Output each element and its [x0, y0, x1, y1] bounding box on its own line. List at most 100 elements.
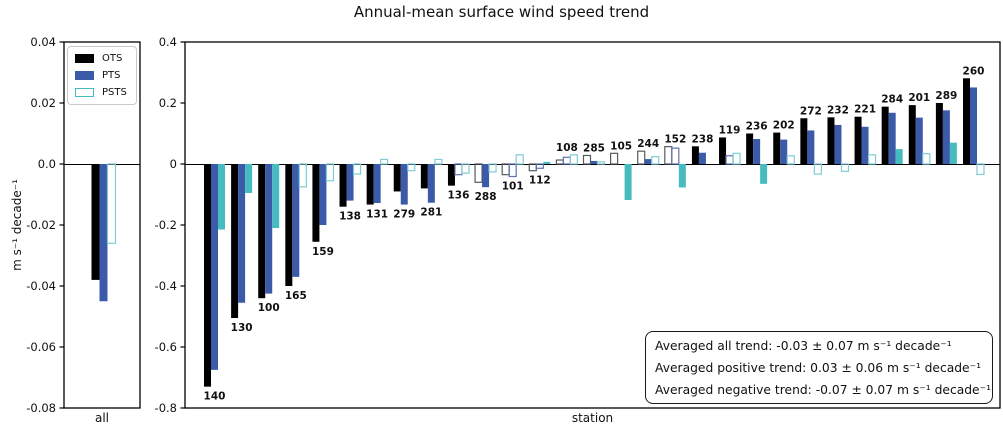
bar-pts-165: [292, 164, 300, 277]
right-panel-ytick-label: 0: [170, 157, 177, 171]
bar-ots-260: [962, 78, 970, 164]
bar-pts-279: [400, 164, 408, 205]
bar-ots-100: [258, 164, 266, 299]
bar-psts-152: [678, 164, 686, 188]
pts-swatch: [75, 71, 94, 80]
station-label-281: 281: [420, 207, 442, 219]
bar-pts-238: [698, 152, 706, 164]
bar-ots-140: [204, 164, 211, 387]
station-label-112: 112: [529, 175, 551, 187]
station-label-285: 285: [583, 142, 605, 154]
station-label-152: 152: [664, 134, 686, 146]
bar-pts-112: [535, 163, 544, 169]
bar-psts-130: [245, 164, 253, 193]
bar-pts-138: [346, 164, 354, 201]
legend-label-ots: OTS: [102, 53, 123, 64]
station-label-159: 159: [312, 246, 334, 258]
bar-pts-119: [725, 155, 734, 165]
bar-ots-201: [908, 105, 916, 164]
legend: OTS PTS PSTS: [67, 46, 137, 105]
bar-pts-140: [211, 164, 218, 370]
bar-psts-all: [106, 163, 117, 244]
bar-ots-221: [854, 116, 862, 164]
station-label-131: 131: [366, 209, 388, 221]
annotation-line-all: Averaged all trend: -0.03 ± 0.07 m s⁻¹ d…: [655, 339, 952, 353]
bar-ots-281: [420, 164, 428, 189]
bar-psts-284: [895, 149, 903, 164]
left-panel-ytick-label: 0.0: [38, 157, 56, 171]
bar-psts-201: [922, 153, 931, 165]
station-label-201: 201: [908, 92, 930, 104]
annotation-line-positive: Averaged positive trend: 0.03 ± 0.06 m s…: [655, 361, 982, 375]
bar-psts-272: [813, 163, 822, 175]
bar-psts-165: [298, 163, 307, 188]
station-label-244: 244: [637, 138, 659, 150]
x-axis-label-all: all: [94, 411, 110, 425]
station-label-101: 101: [502, 181, 524, 193]
bar-psts-221: [867, 154, 877, 165]
station-label-100: 100: [258, 302, 280, 314]
station-label-232: 232: [827, 104, 849, 116]
bar-psts-159: [325, 163, 335, 182]
x-axis-label-station: station: [571, 411, 614, 425]
station-label-284: 284: [881, 94, 903, 106]
bar-psts-140: [218, 164, 225, 230]
bar-psts-112: [543, 161, 551, 164]
bar-ots-202: [773, 132, 781, 164]
bar-ots-108: [555, 159, 564, 165]
bar-pts-100: [265, 164, 273, 294]
right-panel-ytick-label: -0.4: [155, 279, 177, 293]
bar-psts-138: [352, 163, 362, 175]
bar-ots-165: [285, 164, 293, 286]
bar-ots-284: [881, 106, 889, 164]
bar-ots-244: [637, 150, 646, 165]
bar-pts-202: [780, 139, 788, 164]
bar-pts-201: [915, 117, 923, 164]
bar-pts-all: [99, 164, 108, 302]
bar-ots-130: [231, 164, 239, 319]
left-panel-ytick-label: -0.08: [26, 401, 56, 415]
bar-pts-272: [807, 130, 815, 164]
station-label-288: 288: [475, 191, 497, 203]
bar-psts-285: [596, 161, 606, 165]
station-label-136: 136: [448, 190, 470, 202]
bar-pts-236: [753, 138, 761, 164]
bar-psts-136: [461, 163, 470, 174]
bar-pts-232: [834, 124, 842, 164]
station-label-130: 130: [231, 322, 253, 334]
left-panel-ytick-label: 0.04: [30, 35, 56, 49]
bar-psts-101: [515, 154, 524, 165]
bar-psts-260: [976, 163, 985, 175]
bar-pts-152: [671, 147, 680, 165]
bar-psts-288: [488, 163, 497, 173]
left-panel-ytick-label: 0.02: [30, 96, 56, 110]
right-panel-ytick-label: -0.8: [155, 401, 177, 415]
station-label-138: 138: [339, 211, 361, 223]
right-panel-ytick-label: -0.6: [155, 340, 177, 354]
right-panel-ytick-label: 0.4: [159, 35, 177, 49]
left-panel-ytick-label: -0.02: [26, 218, 56, 232]
station-label-105: 105: [610, 140, 632, 152]
bar-psts-232: [840, 163, 850, 172]
bar-pts-260: [969, 87, 977, 164]
bar-ots-152: [664, 146, 673, 165]
right-panel-ytick-label: 0.2: [159, 96, 177, 110]
bar-ots-101: [501, 163, 510, 176]
bar-psts-105: [624, 164, 632, 200]
bar-psts-289: [949, 142, 957, 164]
bar-pts-108: [562, 156, 571, 165]
bar-pts-101: [508, 163, 517, 178]
chart-title: Annual-mean surface wind speed trend: [353, 3, 650, 21]
bar-pts-136: [454, 163, 463, 176]
legend-item-psts: PSTS: [75, 87, 127, 98]
psts-swatch: [75, 88, 94, 97]
bar-ots-159: [312, 164, 320, 242]
legend-item-pts: PTS: [75, 70, 127, 81]
bar-ots-136: [447, 164, 455, 186]
bar-psts-281: [434, 158, 443, 165]
legend-label-pts: PTS: [102, 70, 121, 81]
bar-psts-279: [407, 163, 416, 172]
bar-psts-244: [651, 156, 660, 165]
bar-psts-100: [272, 164, 280, 229]
